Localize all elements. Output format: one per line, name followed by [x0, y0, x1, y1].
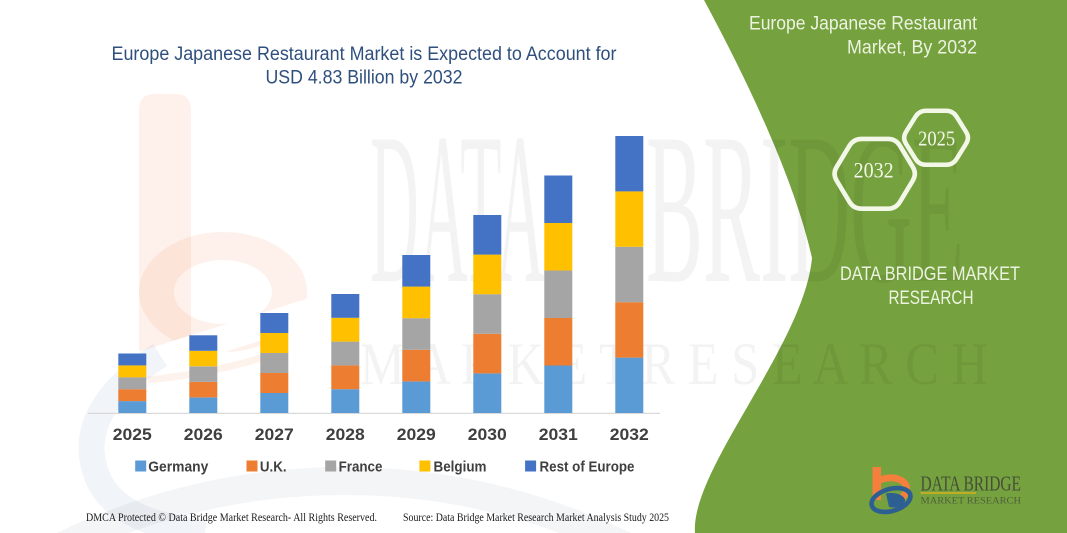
svg-text:DATA BRIDGE MARKET: DATA BRIDGE MARKET	[840, 264, 1020, 285]
svg-text:U.K.: U.K.	[260, 459, 287, 476]
svg-text:DATA BRIDGE: DATA BRIDGE	[921, 472, 1022, 496]
svg-text:2030: 2030	[468, 425, 507, 444]
svg-text:Source: Data Bridge Market Res: Source: Data Bridge Market Research Mark…	[403, 512, 669, 524]
svg-text:USD 4.83 Billion by 2032: USD 4.83 Billion by 2032	[266, 67, 463, 88]
svg-text:2031: 2031	[539, 425, 578, 444]
svg-text:Germany: Germany	[148, 459, 209, 476]
svg-text:France: France	[339, 459, 383, 476]
svg-text:Market, By 2032: Market, By 2032	[847, 38, 977, 59]
svg-text:DMCA Protected © Data Bridge M: DMCA Protected © Data Bridge Market Rese…	[86, 512, 377, 524]
svg-text:Belgium: Belgium	[434, 459, 487, 476]
svg-text:Europe Japanese Restaurant: Europe Japanese Restaurant	[749, 13, 978, 34]
svg-text:2026: 2026	[184, 425, 223, 444]
svg-text:2025: 2025	[113, 425, 152, 444]
svg-text:RESEARCH: RESEARCH	[889, 288, 974, 309]
svg-text:2029: 2029	[397, 425, 436, 444]
svg-text:DATA: DATA	[370, 89, 545, 328]
svg-text:Europe Japanese Restaurant Mar: Europe Japanese Restaurant Market is Exp…	[112, 44, 618, 65]
svg-text:MARKET RESEARCH: MARKET RESEARCH	[921, 496, 1022, 506]
svg-text:2028: 2028	[326, 425, 365, 444]
svg-text:2032: 2032	[854, 158, 894, 183]
svg-text:Rest of Europe: Rest of Europe	[540, 459, 635, 476]
svg-text:2032: 2032	[610, 425, 649, 444]
svg-text:2027: 2027	[255, 425, 294, 444]
svg-text:2025: 2025	[918, 127, 955, 151]
